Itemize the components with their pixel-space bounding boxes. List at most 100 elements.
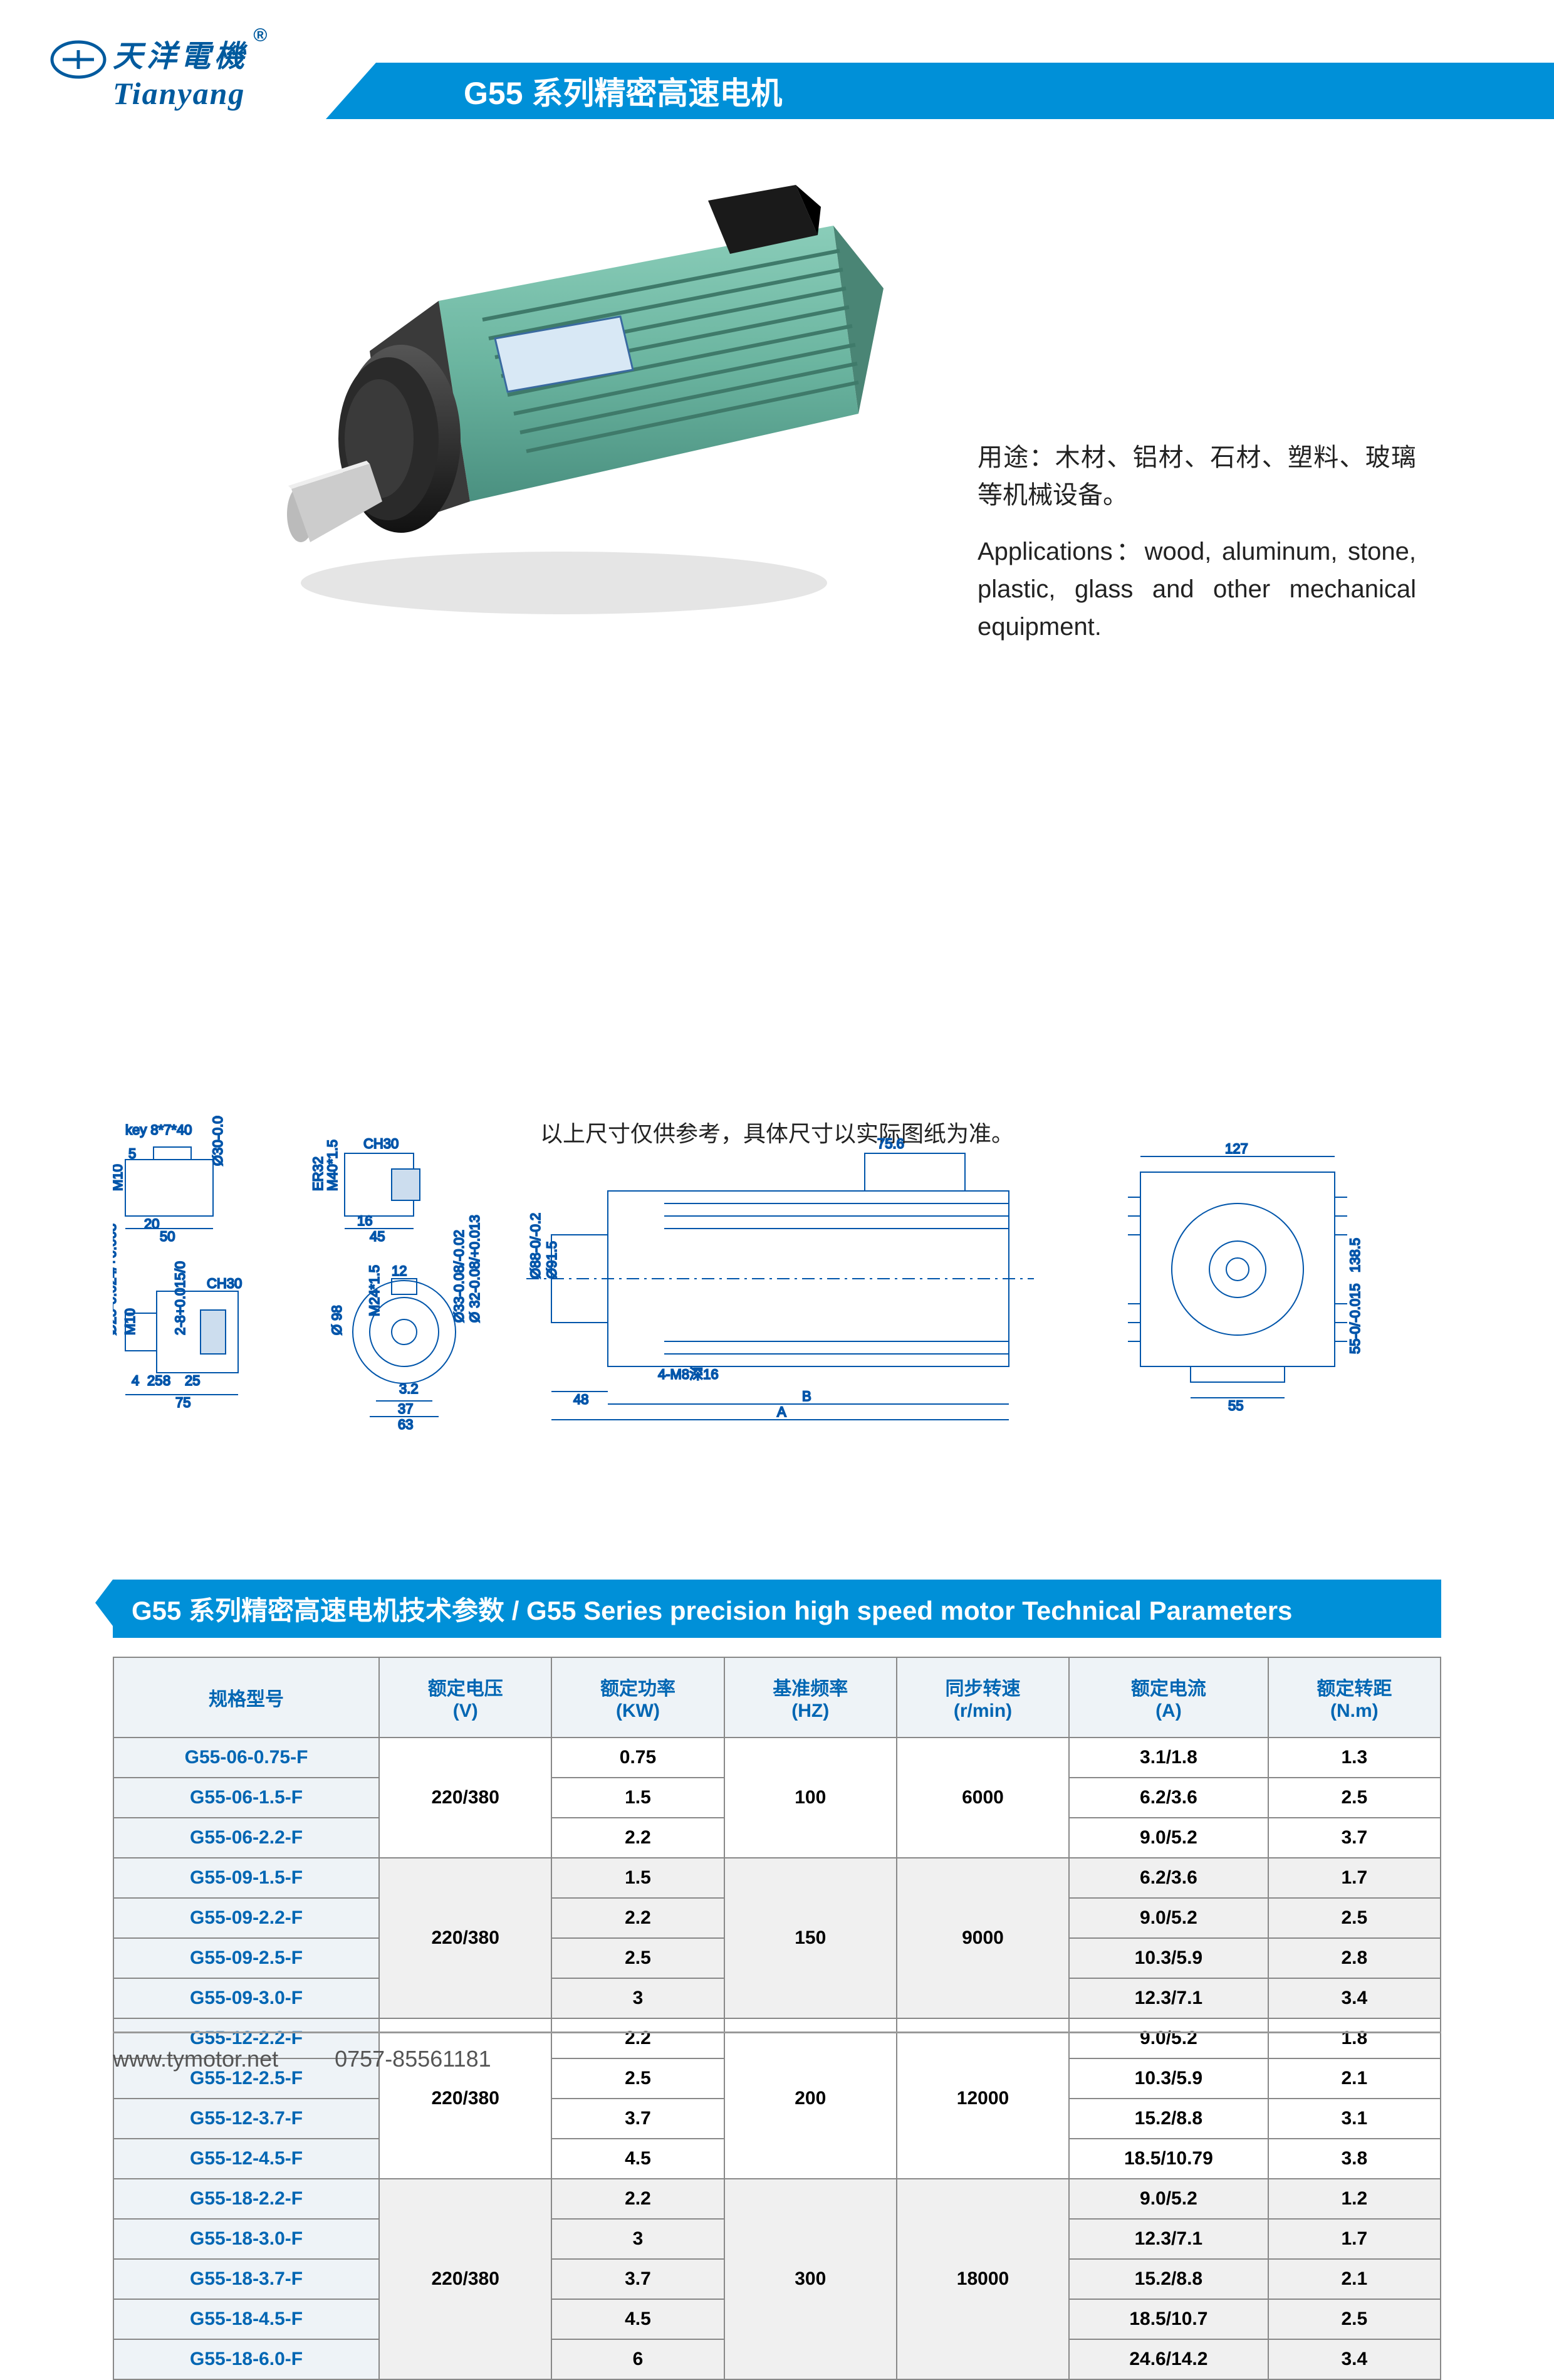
cell-torque: 1.2 (1268, 2179, 1441, 2219)
cell-model: G55-18-2.2-F (113, 2179, 379, 2219)
cell-model: G55-18-6.0-F (113, 2339, 379, 2379)
cell-model: G55-09-2.5-F (113, 1938, 379, 1978)
product-illustration (219, 176, 909, 646)
cell-kw: 2.2 (551, 1818, 724, 1858)
svg-text:20: 20 (144, 1216, 159, 1232)
cell-current: 12.3/7.1 (1069, 1978, 1268, 2018)
cell-torque: 3.7 (1268, 1818, 1441, 1858)
svg-text:Ø88-0/-0.2: Ø88-0/-0.2 (528, 1213, 543, 1279)
svg-text:A: A (777, 1404, 786, 1420)
cell-torque: 3.4 (1268, 2339, 1441, 2379)
table-column-header: 规格型号 (113, 1657, 379, 1738)
cell-model: G55-06-2.2-F (113, 1818, 379, 1858)
svg-text:Ø33-0.08/-0.02: Ø33-0.08/-0.02 (451, 1230, 467, 1323)
page-header: 天洋電機 ® Tianyang G55 系列精密高速电机 (0, 0, 1554, 138)
cell-current: 6.2/3.6 (1069, 1858, 1268, 1898)
table-column-header: 额定电流(A) (1069, 1657, 1268, 1738)
cell-torque: 3.1 (1268, 2099, 1441, 2139)
svg-text:M24*1.5: M24*1.5 (367, 1265, 382, 1316)
cell-current: 18.5/10.79 (1069, 2139, 1268, 2179)
cell-current: 9.0/5.2 (1069, 1818, 1268, 1858)
cell-kw: 3 (551, 1978, 724, 2018)
cell-rpm: 18000 (897, 2179, 1069, 2379)
cell-current: 3.1/1.8 (1069, 1738, 1268, 1778)
svg-text:ER32: ER32 (310, 1156, 326, 1191)
desc-cn: 用途：木材、铝材、石材、塑料、玻璃等机械设备。 (978, 439, 1416, 514)
cell-kw: 0.75 (551, 1738, 724, 1778)
table-column-header: 额定功率(KW) (551, 1657, 724, 1738)
cell-model: G55-18-3.7-F (113, 2259, 379, 2299)
cell-voltage: 220/380 (379, 1858, 551, 2018)
svg-text:48: 48 (573, 1392, 588, 1407)
table-head: 规格型号额定电压(V)额定功率(KW)基准频率(HZ)同步转速(r/min)额定… (113, 1657, 1441, 1738)
svg-text:50: 50 (160, 1229, 175, 1244)
cell-kw: 2.2 (551, 2179, 724, 2219)
logo-text-cn: 天洋電機 (113, 40, 248, 73)
cell-current: 6.2/3.6 (1069, 1778, 1268, 1818)
cell-torque: 1.7 (1268, 1858, 1441, 1898)
dim-label: key 8*7*40 (125, 1122, 192, 1138)
table-row: G55-18-2.2-F220/3802.2300180009.0/5.21.2 (113, 2179, 1441, 2219)
cell-hz: 100 (724, 1738, 897, 1858)
svg-text:8: 8 (163, 1373, 170, 1388)
logo-text-en: Tianyang (113, 76, 245, 111)
cell-voltage: 220/380 (379, 1738, 551, 1858)
cell-model: G55-12-3.7-F (113, 2099, 379, 2139)
cell-current: 15.2/8.8 (1069, 2259, 1268, 2299)
svg-text:3.2: 3.2 (399, 1381, 419, 1397)
cell-current: 18.5/10.7 (1069, 2299, 1268, 2339)
table-column-header: 基准频率(HZ) (724, 1657, 897, 1738)
svg-text:B: B (802, 1388, 811, 1404)
cell-model: G55-06-0.75-F (113, 1738, 379, 1778)
svg-text:4: 4 (132, 1373, 139, 1388)
cell-current: 9.0/5.2 (1069, 1898, 1268, 1938)
table-row: G55-06-0.75-F220/3800.7510060003.1/1.81.… (113, 1738, 1441, 1778)
page-footer: www.tymotor.net 0757-85561181 (113, 2031, 1441, 2072)
svg-text:Ø25-0.024/+0.008: Ø25-0.024/+0.008 (113, 1224, 119, 1335)
svg-text:55: 55 (1228, 1398, 1243, 1413)
cell-model: G55-18-3.0-F (113, 2219, 379, 2259)
cell-model: G55-09-3.0-F (113, 1978, 379, 2018)
cell-hz: 300 (724, 2179, 897, 2379)
cell-voltage: 220/380 (379, 2179, 551, 2379)
cell-kw: 4.5 (551, 2139, 724, 2179)
svg-text:Ø 32-0.08/+0.013: Ø 32-0.08/+0.013 (467, 1215, 482, 1323)
diagram-section: key 8*7*40 50 M10 Ø30-0.009/-0.024 20 5 … (0, 1116, 1554, 1554)
cell-model: G55-18-4.5-F (113, 2299, 379, 2339)
cell-torque: 2.5 (1268, 1898, 1441, 1938)
cell-kw: 3.7 (551, 2259, 724, 2299)
params-table: 规格型号额定电压(V)额定功率(KW)基准频率(HZ)同步转速(r/min)额定… (113, 1657, 1441, 2380)
cell-torque: 2.5 (1268, 1778, 1441, 1818)
svg-text:Ø30-0.009/-0.024: Ø30-0.009/-0.024 (210, 1116, 226, 1166)
svg-text:16: 16 (357, 1213, 372, 1229)
brand-logo: 天洋電機 ® Tianyang (113, 31, 248, 112)
svg-text:138.5: 138.5 (1347, 1238, 1363, 1272)
cell-current: 24.6/14.2 (1069, 2339, 1268, 2379)
svg-text:37: 37 (398, 1401, 413, 1417)
svg-text:45: 45 (370, 1229, 385, 1244)
svg-text:55-0/-0.015: 55-0/-0.015 (1347, 1283, 1363, 1354)
logo-registered: ® (253, 25, 267, 46)
footer-phone: 0757-85561181 (335, 2046, 491, 2072)
cell-kw: 1.5 (551, 1778, 724, 1818)
svg-text:12: 12 (392, 1263, 407, 1279)
svg-text:4-M8深16: 4-M8深16 (658, 1366, 719, 1382)
svg-text:25: 25 (147, 1373, 162, 1388)
table-row: G55-09-1.5-F220/3801.515090006.2/3.61.7 (113, 1858, 1441, 1898)
svg-text:75: 75 (175, 1395, 190, 1410)
title-bar: G55 系列精密高速电机 (376, 63, 1554, 119)
technical-drawings: key 8*7*40 50 M10 Ø30-0.009/-0.024 20 5 … (113, 1116, 1441, 1467)
desc-en: Applications：wood, aluminum, stone, plas… (978, 533, 1416, 646)
svg-text:2-8+0.015/0: 2-8+0.015/0 (172, 1261, 188, 1335)
cell-kw: 2.5 (551, 1938, 724, 1978)
svg-text:M10: M10 (122, 1308, 138, 1335)
svg-text:Ø 98: Ø 98 (329, 1305, 345, 1335)
product-description: 用途：木材、铝材、石材、塑料、玻璃等机械设备。 Applications：woo… (978, 439, 1416, 664)
cell-kw: 6 (551, 2339, 724, 2379)
cell-torque: 3.8 (1268, 2139, 1441, 2179)
product-section: 用途：木材、铝材、石材、塑料、玻璃等机械设备。 Applications：woo… (0, 138, 1554, 765)
cell-torque: 2.1 (1268, 2259, 1441, 2299)
svg-text:5: 5 (128, 1146, 136, 1161)
cell-hz: 150 (724, 1858, 897, 2018)
cell-model: G55-06-1.5-F (113, 1778, 379, 1818)
